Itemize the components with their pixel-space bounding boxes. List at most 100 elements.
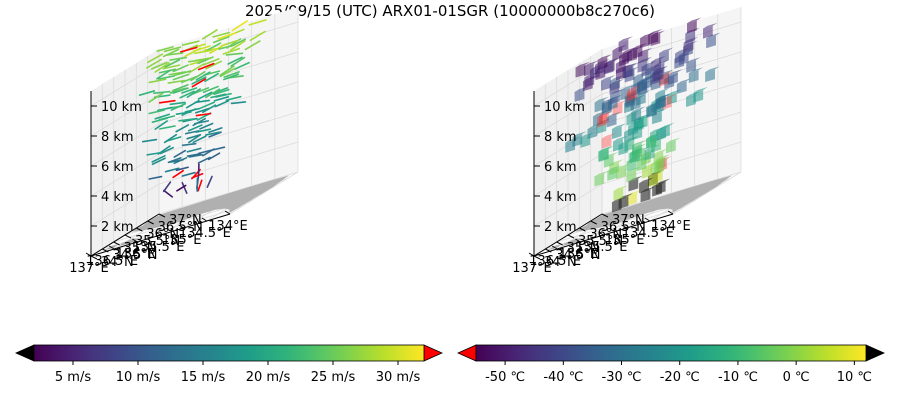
voxel-side	[675, 50, 680, 64]
x-tick	[132, 238, 138, 243]
gridline	[601, 171, 742, 215]
colorbar-tick-label: -40 ℃	[543, 370, 583, 385]
wind-arrow	[202, 148, 215, 157]
wind-arrow	[151, 117, 168, 124]
voxel-side	[687, 20, 692, 34]
wind-arrow	[163, 189, 174, 198]
x-tick-label: 135.5°E	[133, 240, 185, 255]
gridline	[533, 183, 603, 227]
wind-arrow	[191, 78, 207, 88]
x-tick-label: 136.5°E	[86, 254, 138, 269]
y-tick-label: 36.5°N	[158, 220, 203, 235]
wind-arrow	[188, 63, 205, 74]
z-tick-label: 6 km	[101, 160, 134, 175]
wind-arrow	[146, 53, 164, 64]
y-tick-label: 34°N	[101, 255, 134, 270]
colorbar-tick-label: 10 ℃	[837, 370, 872, 385]
wind-arrow	[169, 56, 188, 61]
voxel-side	[606, 114, 612, 128]
wind-arrow	[229, 40, 246, 52]
z-tick-label: 6 km	[544, 160, 577, 175]
gridline	[90, 123, 160, 167]
wind-arrow	[159, 146, 174, 155]
wind-speed-colorbar: 5 m/s 10 m/s 15 m/s 20 m/s 25 m/s 30 m/s	[15, 344, 443, 385]
gridline	[601, 141, 742, 185]
y-tick-label: 35.5°N	[578, 234, 623, 249]
voxel	[584, 60, 599, 77]
voxel-side	[615, 67, 621, 81]
wind-arrow	[172, 84, 189, 92]
voxel-side	[592, 113, 598, 127]
wind-arrow	[146, 151, 163, 156]
voxel	[653, 148, 669, 165]
voxel-side	[626, 169, 632, 183]
voxel	[678, 49, 694, 66]
voxel	[575, 61, 591, 78]
voxel-side	[668, 72, 673, 85]
wind-arrow	[175, 124, 190, 133]
wind-arrow	[148, 78, 167, 84]
x-tick	[598, 231, 604, 236]
wind-arrow	[204, 72, 219, 83]
x-tick-label: 135.5°E	[576, 240, 628, 255]
voxel-side	[565, 139, 571, 153]
voxel	[683, 36, 699, 53]
voxel	[703, 22, 718, 39]
voxel-side	[624, 129, 629, 143]
voxel	[687, 17, 702, 34]
y-tick	[124, 234, 132, 239]
wind-arrow	[193, 49, 213, 55]
x-tick-label: 135°E	[605, 233, 645, 248]
x-tick-label: 137°E	[69, 261, 109, 276]
voxel-side	[584, 63, 589, 77]
y-tick-label: 35°N	[124, 241, 157, 256]
voxel-side	[610, 91, 615, 105]
voxel-side	[599, 148, 605, 162]
voxel-side	[616, 166, 622, 180]
wind-arrow	[197, 149, 212, 155]
voxel-side	[613, 188, 619, 201]
wind-arrow	[192, 117, 206, 127]
wind-arrow	[206, 175, 213, 188]
wind-arrow	[205, 42, 222, 52]
voxel	[650, 30, 665, 47]
wind-arrow	[202, 85, 219, 94]
x-tick	[85, 252, 92, 257]
wind-arrow	[169, 87, 187, 94]
voxel-side	[676, 81, 682, 94]
wind-arrow	[181, 142, 197, 147]
voxel	[619, 50, 634, 67]
voxel-side	[630, 150, 635, 164]
colorbar-tick-label: -30 ℃	[602, 370, 642, 385]
voxel-side	[683, 39, 689, 53]
wind-arrow	[180, 75, 198, 84]
wind-arrow	[225, 52, 244, 56]
voxel-side	[601, 135, 607, 149]
voxel	[668, 69, 683, 85]
wind-arrow	[184, 130, 200, 135]
colorbar-gradient	[33, 344, 425, 362]
wind-arrow	[148, 175, 163, 180]
voxel-side	[620, 87, 626, 101]
voxel-side	[703, 25, 708, 39]
gridline	[158, 141, 299, 185]
voxel	[647, 101, 662, 118]
x-tick-label: 137°E	[512, 261, 552, 276]
y-tick	[590, 220, 597, 225]
wind-arrow	[167, 79, 186, 84]
voxel	[594, 170, 609, 187]
wind-arrow	[151, 157, 166, 166]
colorbar-extend-low	[15, 344, 35, 362]
gridline	[158, 81, 299, 125]
wind-arrow	[162, 181, 172, 193]
voxel	[630, 94, 646, 111]
wind-arrow	[231, 20, 248, 32]
x-tick	[108, 245, 115, 250]
y-tick-label: 36°N	[146, 227, 179, 242]
wind-arrow	[151, 154, 166, 163]
x-tick	[528, 252, 535, 257]
wind-arrow	[197, 91, 213, 100]
voxel-side	[688, 70, 694, 84]
y-tick	[567, 234, 575, 239]
voxel-side	[609, 81, 615, 95]
